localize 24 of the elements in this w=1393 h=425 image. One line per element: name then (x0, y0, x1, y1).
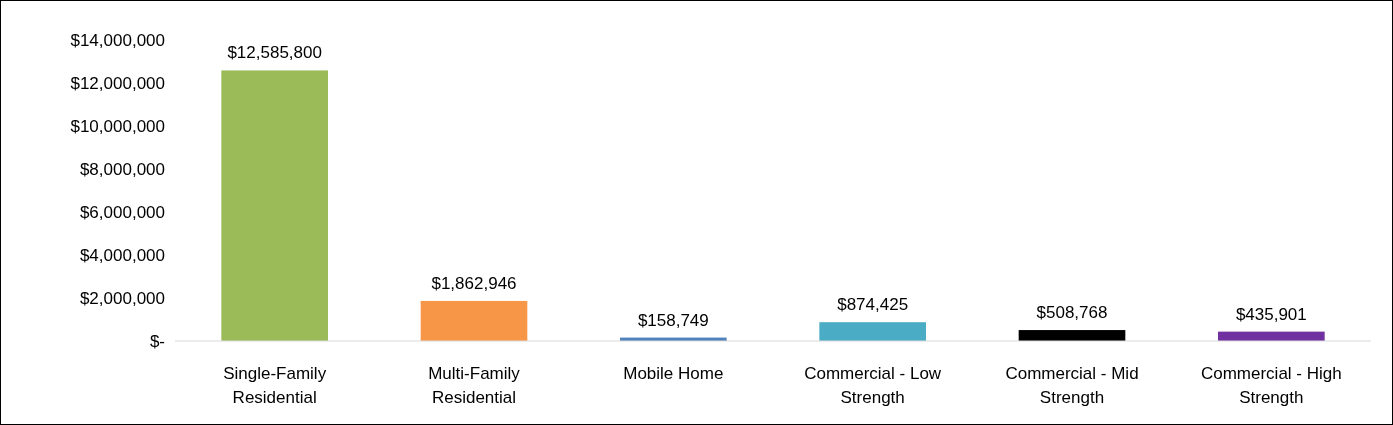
y-tick-label: $4,000,000 (79, 245, 165, 265)
data-label: $1,862,946 (431, 273, 517, 293)
y-tick-label: $14,000,000 (70, 30, 165, 50)
x-tick-label: Commercial - High Strength (1200, 364, 1342, 407)
y-tick-label: $12,000,000 (70, 73, 165, 93)
bar (1018, 330, 1126, 341)
data-label: $508,768 (1036, 303, 1108, 323)
y-tick-label: $10,000,000 (70, 116, 165, 136)
y-tick-label: $2,000,000 (79, 288, 165, 308)
x-tick-label: Mobile Home (623, 364, 724, 383)
data-label: $158,749 (637, 310, 709, 330)
data-label: $874,425 (837, 295, 909, 315)
bar (819, 322, 926, 341)
y-tick-label: $- (149, 331, 165, 351)
y-tick-label: $6,000,000 (79, 202, 165, 222)
x-tick-label: Single-Family Residential (223, 364, 327, 407)
data-label: $435,901 (1235, 304, 1307, 324)
x-tick-label: Multi-Family Residential (428, 364, 521, 407)
x-tick-label: Commercial - Low Strength (804, 364, 942, 407)
data-label: $12,585,800 (227, 43, 322, 63)
y-tick-label: $8,000,000 (79, 159, 165, 179)
bar (221, 70, 328, 341)
x-tick-label: Commercial - Mid Strength (1005, 364, 1139, 407)
bar (420, 300, 528, 341)
